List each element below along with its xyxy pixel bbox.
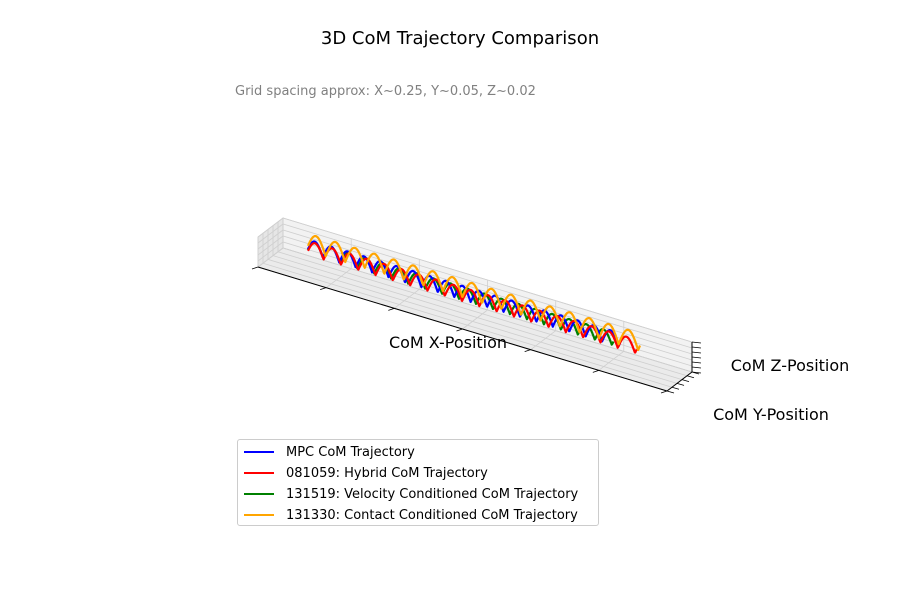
x-axis-tick bbox=[388, 307, 395, 311]
legend-label: 131519: Velocity Conditioned CoM Traject… bbox=[286, 486, 579, 502]
series-line bbox=[307, 235, 642, 352]
grid-line-z bbox=[257, 217, 693, 343]
y-axis-tick bbox=[671, 386, 680, 390]
y-axis-line bbox=[666, 371, 693, 392]
x-axis-label: CoM X-Position bbox=[389, 333, 507, 352]
legend-label: 131330: Contact Conditioned CoM Trajecto… bbox=[286, 507, 578, 523]
z-axis-tick bbox=[691, 346, 702, 349]
x-axis-tick bbox=[456, 328, 463, 332]
grid-line-z bbox=[257, 241, 693, 367]
chart-annotation: Grid spacing approx: X~0.25, Y~0.05, Z~0… bbox=[235, 84, 536, 99]
chart-title: 3D CoM Trajectory Comparison bbox=[321, 28, 599, 49]
y-axis-tick bbox=[686, 375, 695, 379]
x-axis-tick bbox=[524, 349, 531, 353]
legend-swatch bbox=[244, 514, 274, 516]
legend-item-velocity: 131519: Velocity Conditioned CoM Traject… bbox=[242, 484, 578, 504]
z-axis-tick bbox=[691, 351, 702, 354]
z-axis-tick bbox=[691, 341, 702, 344]
axes-panes bbox=[257, 217, 693, 392]
legend-item-mpc: MPC CoM Trajectory bbox=[242, 442, 415, 462]
z-axis-tick bbox=[691, 371, 702, 374]
z-axis-tick bbox=[691, 366, 702, 369]
z-axis-tick bbox=[691, 356, 702, 359]
legend-item-hybrid: 081059: Hybrid CoM Trajectory bbox=[242, 463, 488, 483]
grid-line-z bbox=[257, 223, 693, 349]
legend: MPC CoM Trajectory 081059: Hybrid CoM Tr… bbox=[237, 439, 599, 526]
x-axis-tick bbox=[592, 369, 599, 373]
y-axis-tick bbox=[666, 390, 675, 394]
axis-ticks bbox=[251, 266, 702, 394]
legend-swatch bbox=[244, 472, 274, 474]
legend-label: MPC CoM Trajectory bbox=[286, 444, 415, 460]
z-axis-tick bbox=[691, 361, 702, 364]
y-axis-tick bbox=[676, 383, 685, 386]
y-axis-tick bbox=[681, 379, 690, 382]
z-axis-label: CoM Z-Position bbox=[731, 356, 850, 375]
legend-label: 081059: Hybrid CoM Trajectory bbox=[286, 465, 488, 481]
legend-swatch bbox=[244, 493, 274, 495]
y-axis-label: CoM Y-Position bbox=[713, 405, 829, 424]
x-axis-tick bbox=[320, 287, 327, 291]
legend-swatch bbox=[244, 451, 274, 453]
legend-item-contact: 131330: Contact Conditioned CoM Trajecto… bbox=[242, 505, 578, 525]
x-axis-tick bbox=[251, 266, 259, 270]
grid-line-z bbox=[257, 247, 693, 373]
x-axis-tick bbox=[660, 390, 668, 394]
series-lines bbox=[306, 235, 642, 354]
